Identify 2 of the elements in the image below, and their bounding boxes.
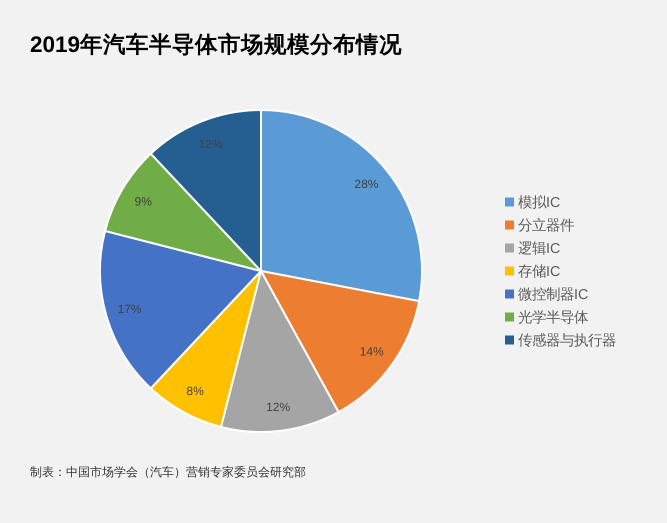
title: 2019年汽车半导体市场规模分布情况 [30, 32, 402, 57]
annotation: 制表：中国市场学会（汽车）营销专家委员会研究部 [30, 465, 306, 479]
